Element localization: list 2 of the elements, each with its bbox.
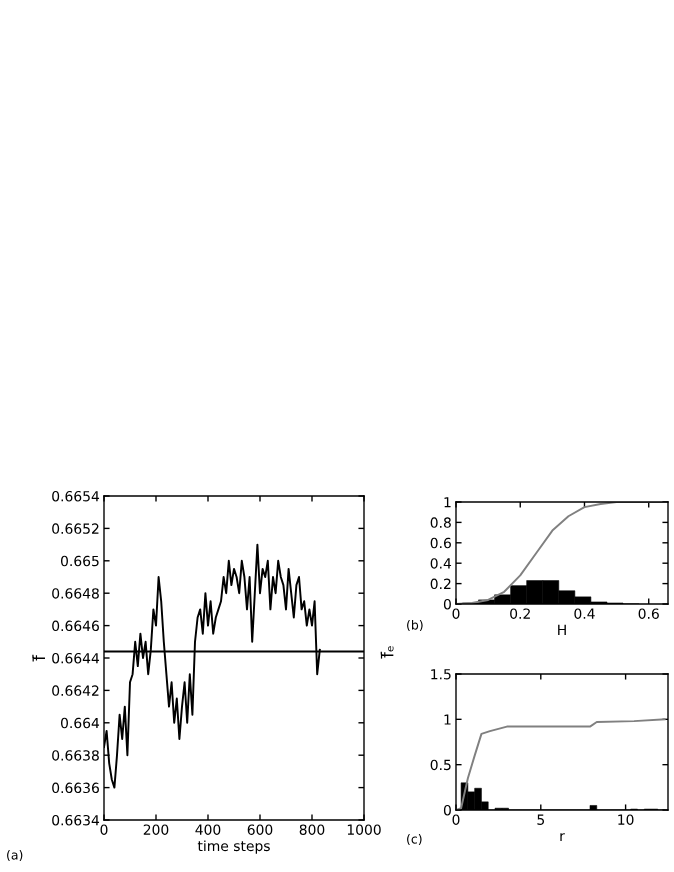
- y-axis-title: f̄: [32, 654, 45, 662]
- ref-line-label: f̄ₑ: [380, 646, 394, 659]
